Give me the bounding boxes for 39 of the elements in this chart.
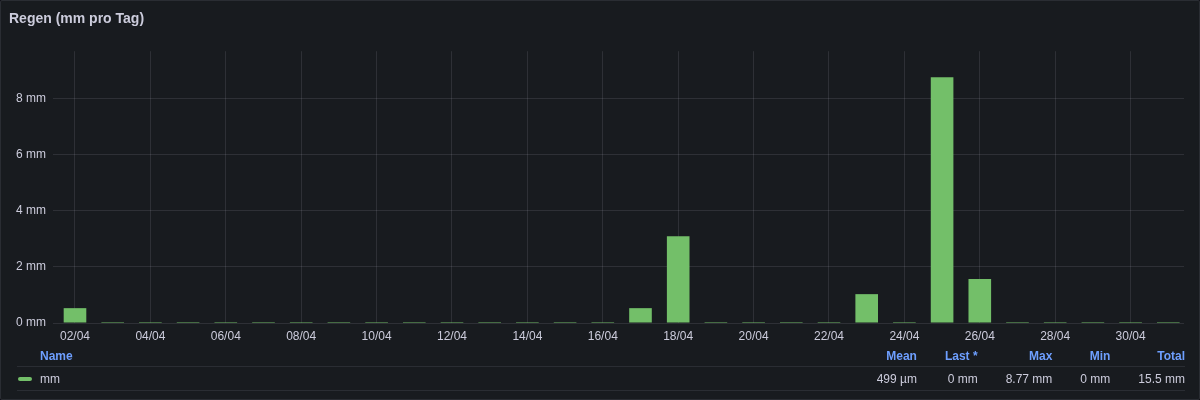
bar [666, 236, 690, 323]
bar [930, 77, 954, 323]
legend-label: mm [17, 366, 849, 391]
chart-title: Regen (mm pro Tag) [9, 9, 145, 27]
text: Last * [916, 345, 978, 367]
text: Max [977, 345, 1053, 367]
text: Min [1052, 345, 1111, 367]
x-tick-label: 30/04 [1115, 328, 1146, 343]
y-tick-label: 4 mm [16, 203, 46, 218]
y-tick-label: 6 mm [16, 147, 46, 162]
x-tick-label: 24/04 [889, 328, 920, 343]
text: Total [1110, 345, 1185, 367]
x-tick-label: 04/04 [135, 328, 166, 343]
y-tick-label: 8 mm [16, 91, 46, 106]
bar [629, 308, 652, 323]
x-tick-label: 12/04 [436, 328, 468, 343]
y-tick-label: 2 mm [16, 259, 46, 274]
legend-title: Name [17, 345, 849, 367]
text: 499 µm [848, 366, 917, 391]
bar [968, 279, 992, 323]
y-tick-label: 0 mm [16, 315, 46, 330]
x-tick-label: 06/04 [210, 328, 242, 343]
x-tick-label: 20/04 [738, 328, 769, 343]
bar [855, 294, 878, 323]
text: Mean [848, 345, 917, 367]
text: 0 mm [916, 366, 978, 391]
x-tick-label: 16/04 [587, 328, 619, 343]
text: 8.77 mm [977, 366, 1053, 391]
x-tick-label: 22/04 [813, 328, 845, 343]
bar [63, 308, 87, 323]
x-tick-label: 26/04 [964, 328, 996, 343]
text: 15.5 mm [1110, 366, 1185, 391]
x-tick-label: 18/04 [663, 328, 694, 343]
x-tick-label: 14/04 [512, 328, 543, 343]
x-tick-label: 08/04 [286, 328, 317, 343]
text: 0 mm [1052, 366, 1111, 391]
x-tick-label: 10/04 [361, 328, 392, 343]
x-tick-label: 02/04 [59, 328, 91, 343]
x-tick-label: 28/04 [1040, 328, 1071, 343]
